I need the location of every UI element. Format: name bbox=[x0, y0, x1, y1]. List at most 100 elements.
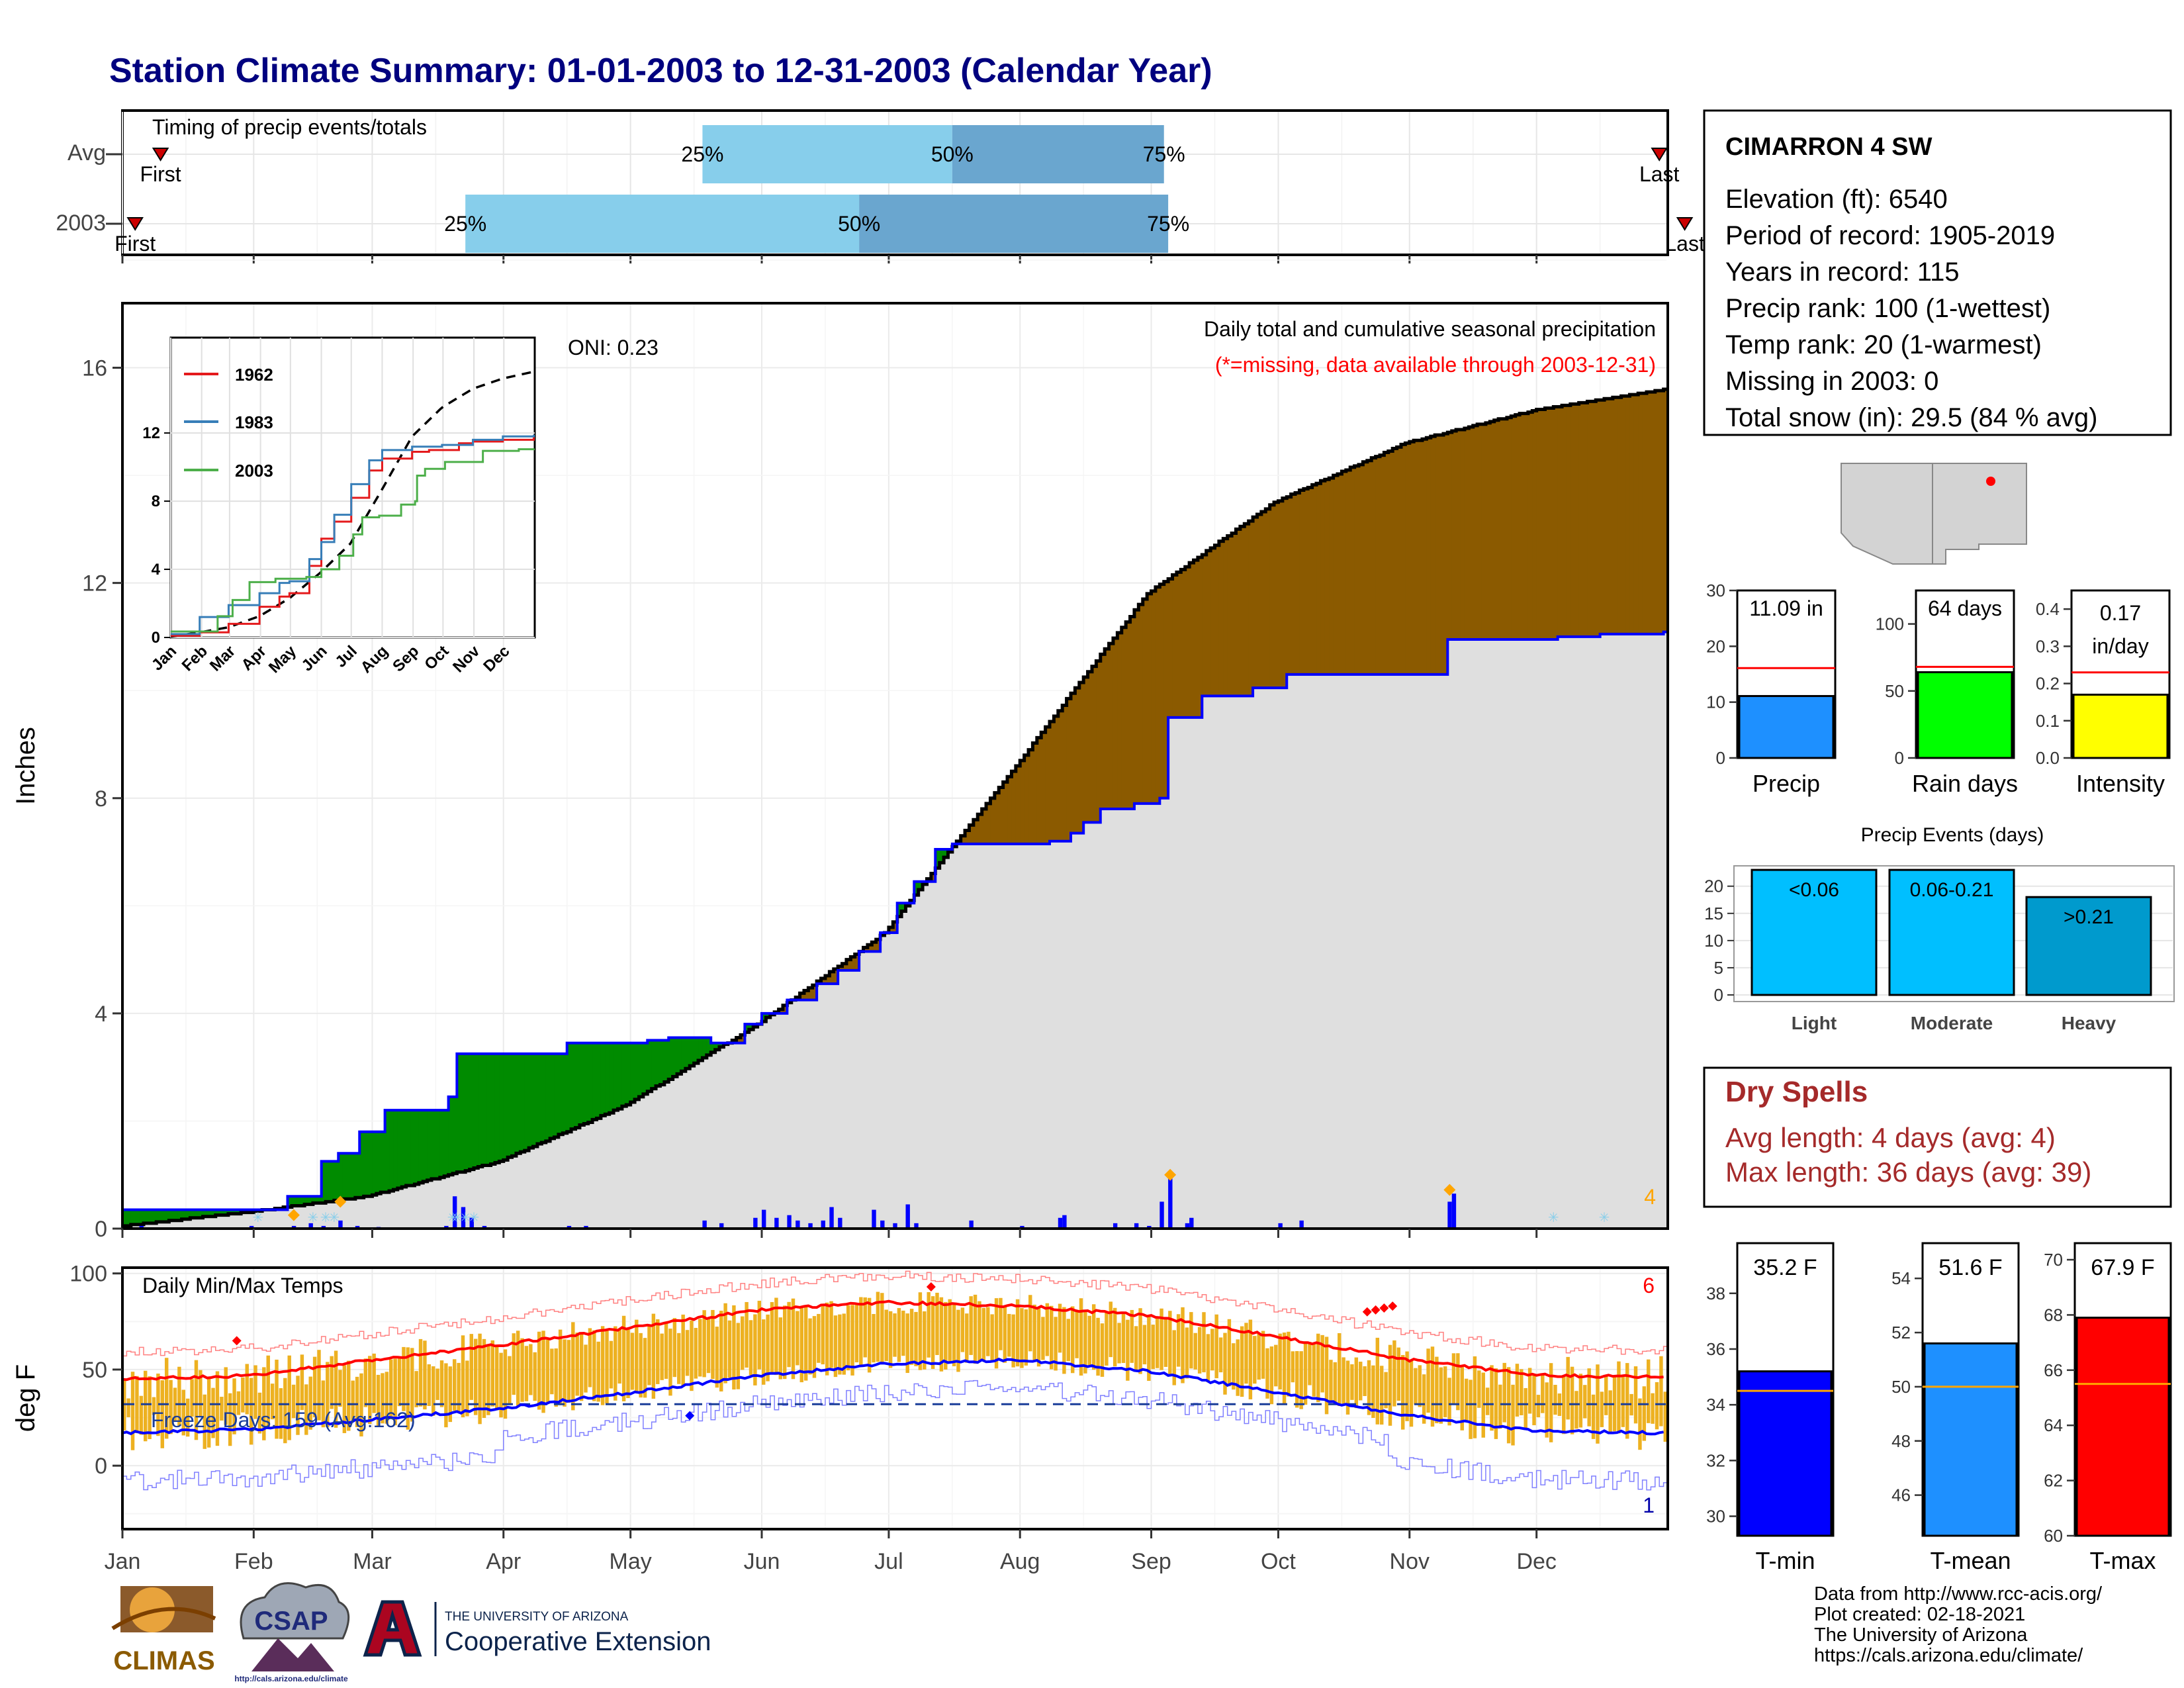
record-high-marker bbox=[926, 1282, 936, 1292]
deficit-band bbox=[1126, 622, 1131, 810]
daily-temp-bar bbox=[948, 1299, 952, 1364]
deficit-band bbox=[1062, 705, 1068, 841]
daily-temp-bar bbox=[1570, 1366, 1574, 1434]
daily-temp-bar bbox=[846, 1305, 850, 1371]
timing-panel: 25% 50% 75% First Last 25% 50% 75% First Last Tim… bbox=[56, 109, 1705, 263]
surplus-band bbox=[596, 1043, 602, 1119]
surplus-band bbox=[520, 1053, 525, 1152]
deficit-band bbox=[1625, 396, 1631, 634]
mini-y-tick-label: 10 bbox=[1706, 692, 1725, 712]
daily-temp-bar bbox=[326, 1362, 330, 1427]
mini-y-tick-label: 0.3 bbox=[2036, 636, 2060, 656]
deficit-band bbox=[1193, 560, 1199, 718]
daily-temp-bar bbox=[1291, 1351, 1295, 1383]
daily-temp-bar bbox=[160, 1380, 165, 1448]
mini-value-label: 64 days bbox=[1928, 596, 2002, 620]
daily-temp-bar bbox=[206, 1377, 211, 1448]
daily-precip-bar bbox=[452, 1196, 457, 1229]
daily-temp-bar bbox=[867, 1297, 872, 1373]
snow-marker: ✳ bbox=[447, 1211, 459, 1225]
daily-temp-bar bbox=[1070, 1306, 1075, 1374]
deficit-band bbox=[799, 993, 805, 1000]
daily-temp-bar bbox=[897, 1308, 901, 1362]
surplus-band bbox=[711, 1043, 716, 1053]
surplus-band bbox=[482, 1053, 487, 1166]
daily-temp-bar bbox=[1202, 1312, 1206, 1373]
surplus-band bbox=[385, 1110, 390, 1193]
temp-value-bar bbox=[2075, 1317, 2170, 1537]
surplus-band bbox=[694, 1037, 699, 1064]
daily-precip-bar bbox=[808, 1223, 813, 1229]
surplus-band bbox=[944, 849, 949, 858]
deficit-band bbox=[1333, 475, 1338, 675]
daily-temp-bar bbox=[876, 1291, 880, 1362]
inset-legend: 1962 1983 2003 bbox=[184, 365, 273, 481]
timing-row-2003-label: 2003 bbox=[56, 211, 106, 236]
surplus-band bbox=[563, 1053, 568, 1133]
daily-temp-bar bbox=[126, 1398, 130, 1417]
daily-temp-bar bbox=[584, 1344, 588, 1393]
temp-category-label: T-max bbox=[2089, 1547, 2156, 1574]
daily-temp-bar bbox=[1409, 1359, 1414, 1427]
timing-label: Timing of precip events/totals bbox=[152, 115, 427, 139]
daily-temp-bar bbox=[1113, 1307, 1117, 1367]
deficit-band bbox=[1232, 533, 1237, 696]
deficit-band bbox=[1282, 498, 1287, 688]
daily-temp-bar bbox=[1591, 1394, 1596, 1439]
daily-temp-bar bbox=[533, 1352, 537, 1401]
timing-first-label: First bbox=[140, 162, 181, 186]
daily-precip-bar bbox=[461, 1207, 466, 1229]
daily-temp-bar bbox=[457, 1362, 461, 1413]
surplus-band bbox=[347, 1153, 352, 1199]
daily-temp-bar bbox=[838, 1314, 842, 1375]
temp-chart-y-tick-label: 50 bbox=[1891, 1377, 1911, 1397]
deficit-band bbox=[1265, 508, 1271, 688]
timing-first-marker bbox=[126, 217, 144, 231]
daily-temp-bar bbox=[236, 1391, 241, 1415]
deficit-band bbox=[1485, 422, 1490, 639]
legend-label-1983: 1983 bbox=[235, 412, 273, 432]
deficit-band bbox=[1375, 456, 1381, 675]
surplus-band bbox=[185, 1209, 191, 1219]
temp-value-label: 35.2 F bbox=[1753, 1255, 1817, 1280]
precip-y-tick-label: 8 bbox=[95, 786, 107, 812]
daily-temp-bar bbox=[1087, 1315, 1092, 1367]
daily-temp-bar bbox=[711, 1309, 715, 1380]
timing-q75-label: 75% bbox=[1143, 142, 1185, 166]
daily-temp-bar bbox=[596, 1341, 600, 1402]
daily-temp-bar bbox=[414, 1371, 418, 1407]
record-min-line bbox=[122, 1380, 1668, 1491]
surplus-band bbox=[473, 1053, 478, 1168]
deficit-band bbox=[1172, 575, 1177, 718]
surplus-band bbox=[164, 1209, 169, 1222]
surplus-band bbox=[503, 1053, 508, 1160]
deficit-band bbox=[1100, 654, 1105, 810]
daily-precip-bar bbox=[308, 1223, 313, 1229]
daily-temp-bar bbox=[1083, 1311, 1087, 1374]
surplus-band bbox=[901, 903, 907, 912]
temp-chart-y-tick-label: 32 bbox=[1706, 1450, 1725, 1470]
daily-precip-bar bbox=[821, 1220, 825, 1229]
station-missing: Missing in 2003: 0 bbox=[1725, 367, 1938, 396]
events-category-label: Moderate bbox=[1911, 1013, 1993, 1033]
deficit-band bbox=[1549, 408, 1554, 639]
daily-temp-bar bbox=[825, 1302, 829, 1376]
oni-label: ONI: 0.23 bbox=[568, 336, 659, 359]
daily-temp-bar bbox=[588, 1328, 592, 1387]
deficit-band bbox=[1066, 698, 1071, 841]
daily-temp-bar bbox=[749, 1320, 753, 1376]
mini-y-tick-label: 0.4 bbox=[2036, 599, 2060, 619]
deficit-band bbox=[1338, 474, 1343, 675]
surplus-band bbox=[635, 1043, 640, 1100]
deficit-band bbox=[838, 966, 843, 970]
deficit-band bbox=[1236, 529, 1241, 696]
daily-temp-bar bbox=[1312, 1342, 1316, 1397]
daily-temp-bar bbox=[241, 1377, 245, 1413]
daily-temp-bar bbox=[1375, 1337, 1380, 1425]
deficit-band bbox=[1011, 771, 1017, 844]
deficit-band bbox=[1032, 743, 1038, 844]
surplus-band bbox=[706, 1037, 711, 1055]
deficit-band bbox=[1587, 401, 1592, 637]
deficit-band bbox=[973, 820, 978, 844]
daily-temp-bar bbox=[1320, 1335, 1324, 1393]
